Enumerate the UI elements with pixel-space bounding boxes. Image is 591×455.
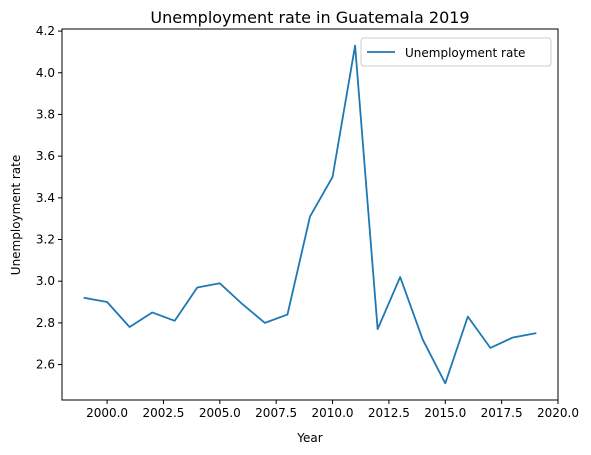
- y-tick-label: 3.2: [36, 233, 55, 247]
- y-axis-label: Unemployment rate: [9, 155, 23, 275]
- y-axis: 2.6 2.8 3.0 3.2 3.4 3.6 3.8 4.0 4.2: [36, 24, 62, 372]
- plot-frame: [61, 28, 559, 401]
- plot-area: [61, 28, 559, 401]
- y-tick-label: 3.8: [36, 107, 55, 121]
- series-line: [83, 44, 537, 385]
- series-layer: [83, 44, 537, 385]
- y-tick-label: 2.8: [36, 316, 55, 330]
- x-tick-label: 2015.0: [424, 406, 466, 420]
- chart-title: Unemployment rate in Guatemala 2019: [150, 8, 469, 27]
- x-tick-label: 2010.0: [312, 406, 354, 420]
- x-axis-label: Year: [296, 431, 322, 445]
- x-tick-label: 2000.0: [86, 406, 128, 420]
- x-tick-label: 2002.5: [142, 406, 184, 420]
- y-tick-label: 4.2: [36, 24, 55, 38]
- x-axis: 2000.0 2002.5 2005.0 2007.5 2010.0 2012.5 2015…: [86, 400, 579, 420]
- x-tick-label: 2007.5: [255, 406, 297, 420]
- legend-box: [360, 37, 552, 67]
- y-tick-label: 3.4: [36, 191, 55, 205]
- x-tick-label: 2020.0: [537, 406, 579, 420]
- x-tick-label: 2005.0: [199, 406, 241, 420]
- y-tick-label: 4.0: [36, 66, 55, 80]
- y-tick-label: 3.0: [36, 274, 55, 288]
- y-tick-label: 2.6: [36, 358, 55, 372]
- y-tick-label: 3.6: [36, 149, 55, 163]
- legend-label: Unemployment rate: [405, 46, 525, 60]
- x-tick-label: 2012.5: [368, 406, 410, 420]
- legend: Unemployment rate: [360, 37, 552, 67]
- x-tick-label: 2017.5: [481, 406, 523, 420]
